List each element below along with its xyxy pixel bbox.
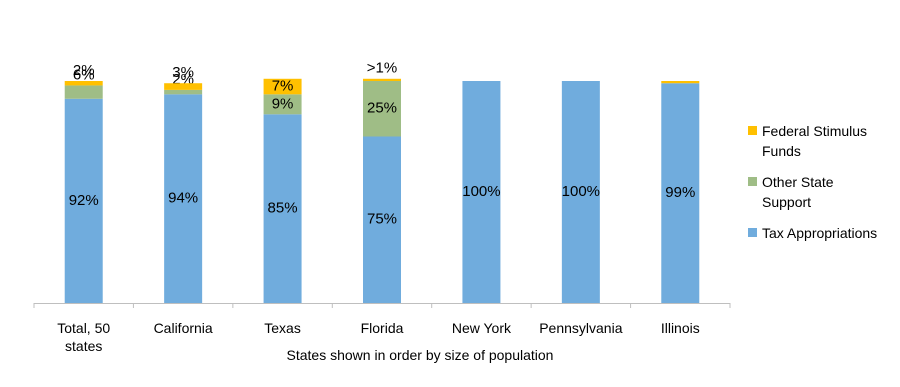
legend-label: Federal Stimulus Funds <box>762 123 868 159</box>
bar-segment <box>64 85 103 99</box>
data-label: 85% <box>268 200 298 217</box>
data-label: 99% <box>665 184 695 201</box>
x-tick-label: Total, 50 states <box>57 320 111 354</box>
bar-segment <box>363 81 401 137</box>
legend-label: Other State Support <box>762 174 834 210</box>
bar-segment <box>164 94 203 303</box>
legend-swatch <box>748 228 757 237</box>
data-label: 100% <box>562 183 600 200</box>
data-label: 9% <box>272 95 294 112</box>
bar-segment <box>661 83 700 303</box>
x-axis-title: States shown in order by size of populat… <box>286 347 554 363</box>
data-label: >1% <box>367 60 397 77</box>
legend-swatch <box>748 177 757 186</box>
data-label: 7% <box>272 78 294 95</box>
x-tick-label: New York <box>451 320 511 336</box>
x-tick-label: Illinois <box>660 320 700 336</box>
bar-segment <box>164 83 203 90</box>
bar-segment <box>561 81 600 303</box>
bar-segment <box>64 98 103 303</box>
data-label: 94% <box>168 190 198 207</box>
bar-segment <box>363 78 401 81</box>
data-label: 25% <box>367 100 397 117</box>
bar-segment <box>363 136 401 303</box>
bar-segment <box>263 78 302 95</box>
data-label: 75% <box>367 211 397 228</box>
bar-segment <box>263 94 302 115</box>
bar-segment <box>462 81 501 303</box>
legend-swatch <box>748 126 757 135</box>
x-tick-label: Pennsylvania <box>539 320 623 336</box>
bar-segment <box>263 114 302 303</box>
x-tick-label: Texas <box>264 320 301 336</box>
legend-label: Tax Appropriations <box>762 225 878 241</box>
x-tick-label: California <box>153 320 213 336</box>
bar-segment <box>164 89 203 95</box>
bar-segment <box>64 81 103 86</box>
x-tick-label: Florida <box>360 320 404 336</box>
data-label: 6% <box>73 66 95 83</box>
data-label: 2% <box>73 62 95 79</box>
data-label: 92% <box>69 192 99 209</box>
data-label: 100% <box>462 183 500 200</box>
data-label: 3% <box>172 64 194 81</box>
bar-segment <box>661 81 700 84</box>
